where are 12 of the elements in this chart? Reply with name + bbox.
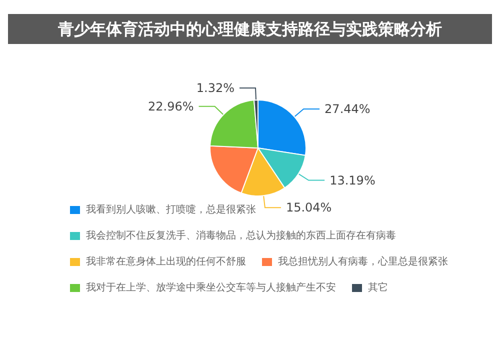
data-label: 15.04% xyxy=(286,200,332,215)
legend-label: 我会控制不住反复洗手、消毒物品，总认为接触的东西上面存在有病毒 xyxy=(86,230,396,242)
data-label: 1.32% xyxy=(196,81,235,96)
legend-label: 我看到别人咳嗽、打喷嚏，总是很紧张 xyxy=(86,204,256,216)
legend-label: 我对于在上学、放学途中乘坐公交车等与人接触产生不安 xyxy=(86,282,336,294)
legend-label: 我非常在意身体上出现的任何不舒服 xyxy=(86,256,246,268)
data-label: 27.44% xyxy=(324,102,370,116)
legend-label: 其它 xyxy=(368,282,388,294)
data-label: 22.96% xyxy=(148,99,194,114)
chart-title: 青少年体育活动中的心理健康支持路径与实践策略分析 xyxy=(57,20,442,38)
data-label: 13.19% xyxy=(330,173,376,188)
legend-label: 我总担忧别人有病毒，心里总是很紧张 xyxy=(278,256,448,268)
